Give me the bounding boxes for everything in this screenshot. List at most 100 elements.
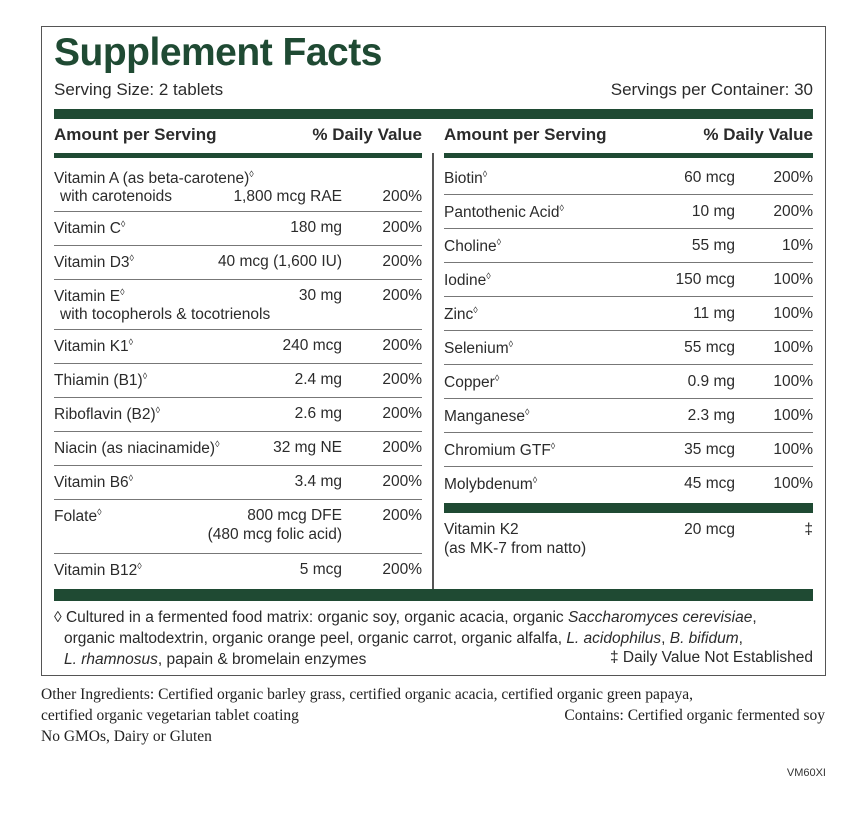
nutrient-amount: 800 mcg DFE bbox=[247, 507, 342, 524]
servings-per-container: Servings per Container: 30 bbox=[610, 80, 813, 99]
nutrient-amount: 55 mcg bbox=[684, 339, 735, 356]
nutrient-name: Vitamin B6◊ bbox=[54, 473, 134, 491]
cultured-mark: ◊ bbox=[473, 305, 478, 315]
nutrient-row-molybdenum: Molybdenum◊ 45 mcg 100% bbox=[444, 467, 813, 500]
cultured-mark: ◊ bbox=[496, 237, 502, 247]
nutrient-name: Biotin◊ bbox=[444, 169, 488, 187]
nutrient-row-zinc: Zinc◊ 11 mg 100% bbox=[444, 297, 813, 331]
nutrient-name: Molybdenum◊ bbox=[444, 475, 538, 493]
nutrient-daily-value: 100% bbox=[773, 305, 813, 322]
nutrient-daily-value: 100% bbox=[773, 373, 813, 390]
nutrient-row-iodine: Iodine◊ 150 mcg 100% bbox=[444, 263, 813, 297]
cultured-mark: ◊ bbox=[550, 441, 556, 451]
nutrient-amount: 30 mg bbox=[298, 287, 342, 304]
nutrient-daily-value: ‡ bbox=[804, 521, 813, 538]
nutrient-row-vitamin-b6: Vitamin B6◊ 3.4 mg 200% bbox=[54, 465, 422, 500]
cultured-mark: ◊ bbox=[97, 507, 102, 517]
left-column-header: Amount per Serving % Daily Value bbox=[54, 123, 422, 151]
nutrient-row-chromium-gtf: Chromium GTF◊ 35 mcg 100% bbox=[444, 433, 813, 467]
nutrient-amount: 0.9 mg bbox=[687, 373, 735, 390]
nutrient-daily-value: 100% bbox=[773, 407, 813, 424]
cultured-mark: ◊ bbox=[215, 439, 220, 449]
cultured-mark: ◊ bbox=[494, 373, 500, 383]
footnote: ◊ Cultured in a fermented food matrix: o… bbox=[54, 607, 814, 670]
nutrient-row-folate: Folate◊ 800 mcg DFE (480 mcg folic acid) 20… bbox=[54, 499, 422, 554]
nutrient-name: Vitamin A (as beta-carotene)◊ bbox=[54, 169, 254, 187]
nutrient-row-selenium: Selenium◊ 55 mcg 100% bbox=[444, 331, 813, 365]
nutrient-daily-value: 200% bbox=[773, 203, 813, 220]
nutrient-row-niacin-as-niacinamide: Niacin (as niacinamide)◊ 32 mg NE 200% bbox=[54, 431, 422, 466]
nutrient-daily-value: 200% bbox=[382, 405, 422, 422]
nutrient-amount: 2.4 mg bbox=[294, 371, 342, 388]
no-gmos-note: No GMOs, Dairy or Gluten bbox=[41, 728, 212, 745]
cultured-mark: ◊ bbox=[508, 339, 514, 349]
nutrient-name: Choline◊ bbox=[444, 237, 502, 255]
top-thick-bar bbox=[54, 109, 813, 119]
nutrient-row-vitamin-b12: Vitamin B12◊ 5 mcg 200% bbox=[54, 553, 422, 587]
nutrient-amount: 60 mcg bbox=[684, 169, 735, 186]
cultured-mark: ◊ bbox=[129, 253, 134, 263]
nutrient-row-vitamin-e: Vitamin E◊ with tocopherols & tocotrienol… bbox=[54, 279, 422, 330]
nutrient-amount: 5 mcg bbox=[299, 561, 342, 578]
cultured-mark: ◊ bbox=[155, 405, 161, 415]
left-header-bar bbox=[54, 153, 422, 158]
nutrient-amount: 2.3 mg bbox=[687, 407, 735, 424]
cultured-mark: ◊ bbox=[559, 203, 564, 213]
amount-per-serving-heading: Amount per Serving bbox=[444, 125, 607, 144]
nutrient-amount: 1,800 mcg RAE bbox=[233, 188, 342, 205]
nutrient-row-vitamin-d3: Vitamin D3◊ 40 mcg (1,600 IU) 200% bbox=[54, 245, 422, 280]
nutrient-amount: 35 mcg bbox=[684, 441, 735, 458]
nutrient-subtext: with carotenoids bbox=[60, 188, 173, 205]
nutrient-name: Vitamin K2 bbox=[444, 521, 519, 538]
nutrient-row-manganese: Manganese◊ 2.3 mg 100% bbox=[444, 399, 813, 433]
nutrient-row-copper: Copper◊ 0.9 mg 100% bbox=[444, 365, 813, 399]
nutrient-name: Selenium◊ bbox=[444, 339, 514, 357]
nutrient-daily-value: 100% bbox=[773, 271, 813, 288]
nutrient-amount: 32 mg NE bbox=[273, 439, 342, 456]
nutrient-name: Vitamin C◊ bbox=[54, 219, 126, 237]
nutrient-name: Vitamin D3◊ bbox=[54, 253, 134, 271]
nutrient-daily-value: 200% bbox=[382, 219, 422, 236]
nutrient-amount: 20 mcg bbox=[684, 521, 735, 538]
nutrient-amount: 40 mcg (1,600 IU) bbox=[217, 253, 342, 270]
cultured-mark: ◊ bbox=[128, 473, 134, 483]
nutrient-daily-value: 200% bbox=[382, 188, 422, 205]
nutrient-name: Vitamin K1◊ bbox=[54, 337, 134, 355]
nutrient-row-choline: Choline◊ 55 mg 10% bbox=[444, 229, 813, 263]
bottom-thick-bar bbox=[54, 589, 813, 601]
nutrient-name: Thiamin (B1)◊ bbox=[54, 371, 148, 389]
nutrient-subtext: (as MK-7 from natto) bbox=[444, 540, 587, 557]
nutrient-amount: 180 mg bbox=[290, 219, 342, 236]
right-header-bar bbox=[444, 153, 813, 158]
daily-value-heading: % Daily Value bbox=[703, 125, 813, 144]
nutrient-amount: 11 mg bbox=[693, 305, 735, 322]
right-column-header: Amount per Serving % Daily Value bbox=[444, 123, 813, 151]
nutrient-name: Folate◊ bbox=[54, 507, 102, 525]
daily-value-heading: % Daily Value bbox=[312, 125, 422, 144]
cultured-mark: ◊ bbox=[249, 169, 254, 179]
left-nutrient-column: Amount per Serving % Daily Value Vitamin… bbox=[54, 123, 422, 593]
cultured-mark: ◊ bbox=[128, 337, 134, 347]
nutrient-amount: 10 mg bbox=[691, 203, 735, 220]
nutrient-daily-value: 200% bbox=[382, 287, 422, 304]
nutrient-daily-value: 100% bbox=[773, 475, 813, 492]
nutrient-row-vitamin-k1: Vitamin K1◊ 240 mcg 200% bbox=[54, 329, 422, 364]
cultured-mark: ◊ bbox=[137, 561, 142, 571]
cultured-mark: ◊ bbox=[482, 169, 488, 179]
nutrient-amount: 150 mcg bbox=[675, 271, 735, 288]
daily-value-not-established-note: ‡ Daily Value Not Established bbox=[609, 649, 813, 666]
nutrient-row-vitamin-a-as-beta-carotene: Vitamin A (as beta-carotene)◊ with carote… bbox=[54, 161, 422, 212]
supplement-facts-panel: Supplement Facts Serving Size: 2 tablets… bbox=[41, 26, 826, 676]
nutrient-amount: 240 mcg bbox=[282, 337, 342, 354]
serving-size: Serving Size: 2 tablets bbox=[54, 80, 224, 99]
nutrient-daily-value: 200% bbox=[382, 253, 422, 270]
right-nutrient-column: Amount per Serving % Daily Value Vitamin… bbox=[444, 123, 813, 593]
nutrient-subtext: with tocopherols & tocotrienols bbox=[60, 306, 271, 323]
nutrient-row-vitamin-k2: Vitamin K2 (as MK-7 from natto) 20 mcg ‡ bbox=[444, 518, 813, 568]
nutrient-row-riboflavin-b2: Riboflavin (B2)◊ 2.6 mg 200% bbox=[54, 397, 422, 432]
nutrient-daily-value: 10% bbox=[781, 237, 813, 254]
nutrient-name: Chromium GTF◊ bbox=[444, 441, 556, 459]
nutrient-daily-value: 100% bbox=[773, 441, 813, 458]
nutrient-name: Vitamin E◊ bbox=[54, 287, 125, 305]
product-code: VM60XI bbox=[786, 767, 826, 779]
